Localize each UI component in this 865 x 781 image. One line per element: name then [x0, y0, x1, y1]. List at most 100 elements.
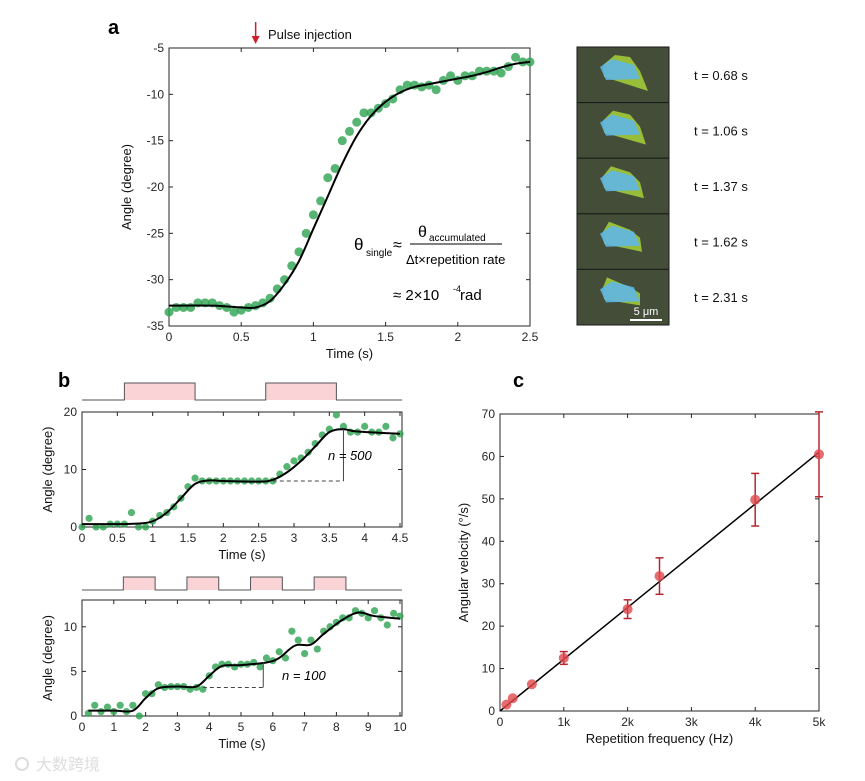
- data-point: [750, 494, 761, 505]
- pulse-trace: [82, 382, 402, 401]
- pulse-block: [314, 577, 346, 590]
- formula-sub-single: single: [366, 248, 393, 259]
- x-tick-label: 0: [166, 330, 173, 344]
- x-tick-label: 4: [361, 531, 368, 545]
- y-tick-label: 60: [482, 449, 496, 463]
- data-point: [446, 71, 456, 81]
- x-tick-label: 4k: [749, 715, 763, 729]
- x-tick-label: 3: [291, 531, 298, 545]
- data-point: [283, 463, 291, 471]
- data-point: [142, 523, 150, 531]
- data-point: [383, 621, 391, 629]
- data-point: [229, 307, 239, 317]
- data-point: [814, 449, 824, 460]
- watermark-text: 大数跨境: [36, 755, 100, 774]
- watermark-logo: 大数跨境: [15, 755, 100, 774]
- formula-result-exp: -4: [453, 284, 461, 294]
- data-point: [345, 126, 354, 136]
- x-axis-label: Repetition frequency (Hz): [586, 731, 733, 746]
- y-tick-label: -25: [147, 226, 165, 240]
- data-point: [313, 645, 321, 653]
- pulse-block: [123, 577, 156, 590]
- x-tick-label: 0.5: [109, 531, 126, 545]
- x-tick-label: 10: [393, 720, 407, 734]
- x-tick-label: 0: [79, 720, 86, 734]
- formula-num-theta: θ: [418, 224, 427, 241]
- data-point: [265, 293, 275, 303]
- data-point: [388, 94, 398, 104]
- data-point: [275, 648, 283, 656]
- data-point: [364, 614, 372, 622]
- y-tick-label: 20: [64, 405, 78, 419]
- y-tick-label: 10: [482, 662, 496, 676]
- data-point: [199, 685, 207, 693]
- y-tick-label: 50: [482, 492, 496, 506]
- y-tick-label: -10: [147, 87, 165, 101]
- data-point: [330, 163, 340, 173]
- y-tick-label: 0: [70, 709, 77, 723]
- y-tick-label: -20: [147, 180, 165, 194]
- data-point: [191, 474, 199, 482]
- x-tick-label: 2: [142, 720, 149, 734]
- data-point: [301, 649, 309, 658]
- x-tick-label: 3.5: [321, 531, 338, 545]
- data-point: [501, 699, 512, 710]
- data-point: [507, 693, 518, 704]
- data-point: [622, 604, 633, 615]
- x-tick-label: 2.5: [250, 531, 267, 545]
- data-point: [85, 514, 93, 522]
- step-count-label: n = 500: [328, 448, 373, 463]
- formula-approx: ≈: [393, 237, 402, 254]
- crystal-blue: [600, 225, 640, 247]
- pulse-block: [124, 383, 196, 400]
- x-tick-label: 4: [206, 720, 213, 734]
- data-point: [301, 228, 311, 238]
- data-point: [294, 247, 304, 257]
- y-tick-label: -5: [153, 41, 164, 55]
- watermark-icon: [15, 757, 29, 771]
- pulse-block: [250, 577, 283, 590]
- frame-time-label: t = 1.37 s: [694, 179, 748, 194]
- data-point: [323, 173, 333, 183]
- x-axis-label: Time (s): [218, 736, 265, 751]
- data-point: [332, 411, 340, 419]
- panel-c: 0 1k 2k 3k 4k 5k 0 10 20 30 40 50 60 70 Repetition fre…: [456, 370, 826, 746]
- x-tick-label: 2: [220, 531, 227, 545]
- y-tick-label: 70: [482, 407, 496, 421]
- panel-label-a: a: [108, 17, 120, 39]
- y-axis-label: Angle (degree): [119, 144, 134, 230]
- data-point: [91, 701, 99, 709]
- y-axis-label: Angle (degree): [40, 615, 55, 701]
- x-tick-label: 1: [110, 720, 117, 734]
- y-tick-label: 40: [482, 534, 496, 548]
- x-tick-label: 6: [269, 720, 276, 734]
- data-point: [511, 52, 521, 62]
- y-tick-label: 0: [70, 520, 77, 534]
- data-point: [402, 80, 412, 90]
- x-tick-label: 1k: [557, 715, 571, 729]
- data-point: [352, 117, 362, 127]
- x-tick-label: 7: [301, 720, 308, 734]
- data-point: [339, 422, 348, 430]
- data-point: [116, 701, 124, 709]
- formula-theta: θ: [354, 235, 363, 254]
- frame-time-label: t = 1.62 s: [694, 235, 748, 250]
- data-point: [290, 457, 298, 465]
- data-point: [256, 663, 264, 671]
- pulse-block: [265, 383, 337, 400]
- panel-a: 0 0.5 1 1.5 2 2.5 -35 -30 -25 -20 -15 -10 -5 Time (s)…: [108, 17, 748, 361]
- y-tick-label: 10: [64, 463, 78, 477]
- data-point: [287, 261, 297, 271]
- data-point: [304, 448, 312, 456]
- data-point: [129, 701, 137, 709]
- data-point: [496, 68, 506, 78]
- data-point: [361, 422, 369, 430]
- x-tick-label: 1: [149, 531, 156, 545]
- data-point: [382, 422, 390, 430]
- x-axis-label: Time (s): [218, 547, 265, 562]
- panel-label-c: c: [513, 370, 524, 392]
- y-tick-label: 30: [482, 577, 496, 591]
- data-point: [307, 636, 315, 644]
